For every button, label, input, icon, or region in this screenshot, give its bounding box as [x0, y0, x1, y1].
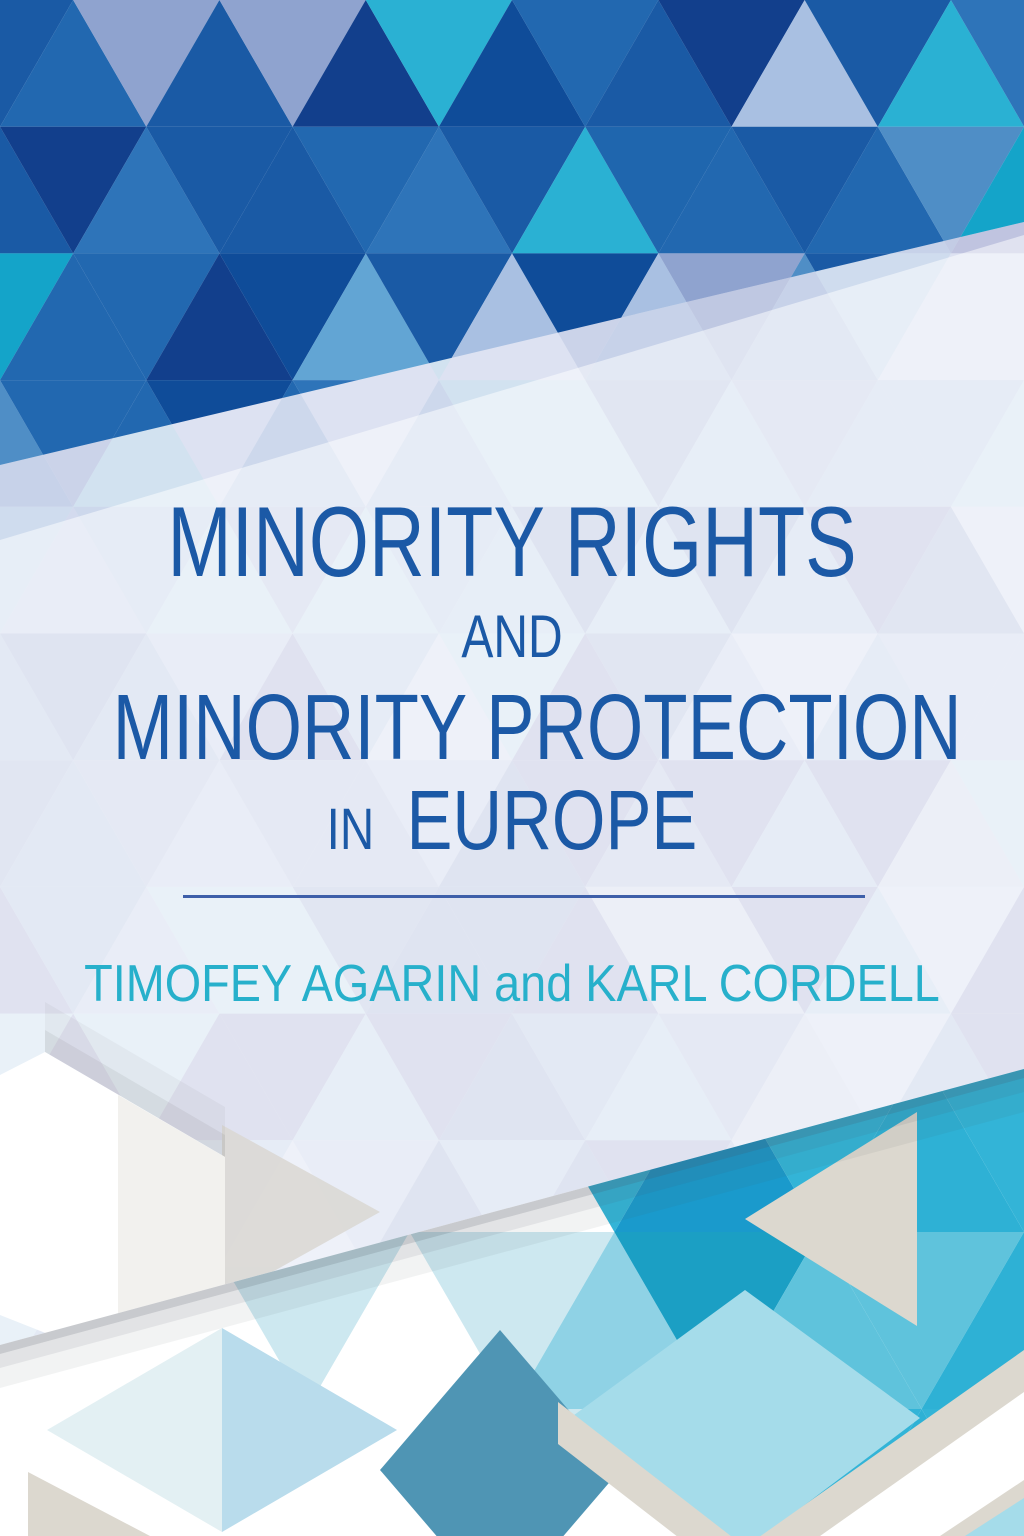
title-line-1: MINORITY RIGHTS [167, 486, 857, 597]
sheet-edge-shadow [0, 1069, 1024, 1388]
light-sheet-overlay [0, 235, 1024, 1345]
title-divider-rule [183, 895, 865, 898]
title-line-4-small-word: IN [326, 797, 375, 862]
author-byline: TIMOFEY AGARIN and KARL CORDELL [84, 955, 940, 1013]
title-line-4: IN EUROPE [92, 778, 932, 862]
title-line-4-large-word: EUROPE [406, 773, 698, 867]
title-line-2: AND [461, 603, 563, 670]
middle-accent-shapes [0, 1002, 380, 1334]
title-line-3: MINORITY PROTECTION [112, 675, 962, 779]
